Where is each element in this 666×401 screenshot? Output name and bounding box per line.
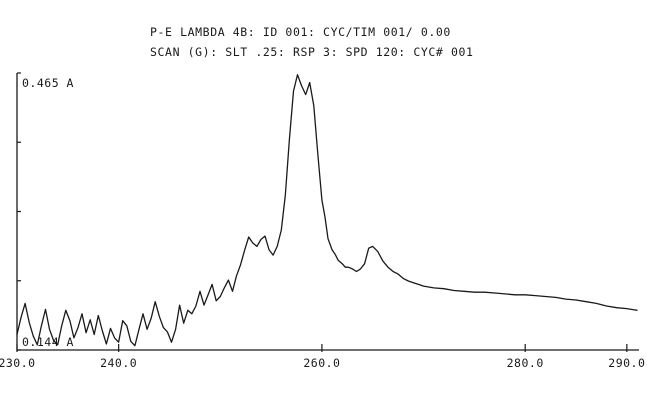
y-min-label: 0.144 A — [22, 335, 74, 349]
x-tick-label: 260.0 — [303, 356, 340, 370]
x-tick-label: 280.0 — [507, 356, 544, 370]
x-tick-label: 230.0 — [0, 356, 36, 370]
instrument-header-line-2: SCAN (G): SLT .25: RSP 3: SPD 120: CYC# … — [150, 45, 474, 59]
y-max-label: 0.465 A — [22, 76, 74, 90]
instrument-header-line-1: P-E LAMBDA 4B: ID 001: CYC/TIM 001/ 0.00 — [150, 25, 451, 39]
spectrum-line — [16, 74, 638, 347]
x-tick-label: 240.0 — [100, 356, 137, 370]
x-tick-label: 290.0 — [608, 356, 645, 370]
